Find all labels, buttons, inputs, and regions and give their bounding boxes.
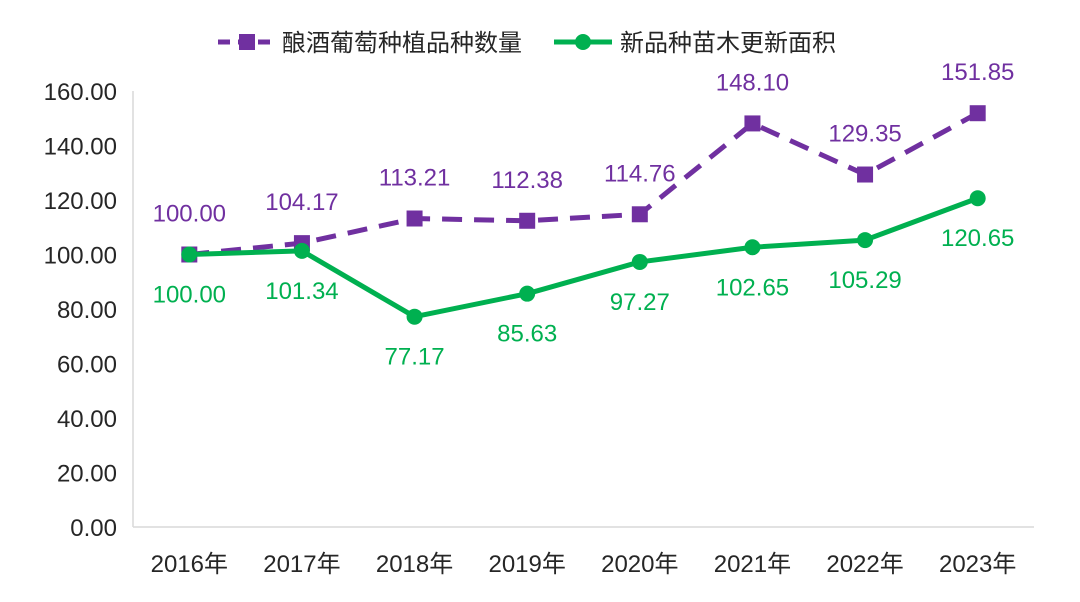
x-tick-label: 2023年 (939, 551, 1016, 578)
legend-label-seedling-area: 新品种苗木更新面积 (620, 29, 836, 57)
data-label-seedling-area: 85.63 (497, 321, 557, 348)
data-label-seedling-area: 101.34 (265, 278, 338, 305)
y-tick-label: 0.00 (70, 515, 117, 542)
data-point-seedling-area (519, 285, 536, 302)
data-label-variety-count: 151.85 (941, 59, 1014, 86)
axes: 0.00 20.00 40.00 60.00 80.00 100.00 120.00 140.… (44, 79, 1034, 578)
data-label-variety-count: 100.00 (153, 201, 226, 228)
data-point-seedling-area (181, 246, 198, 263)
legend-swatch-marker-variety-count (239, 34, 255, 50)
data-point-variety-count (406, 210, 423, 227)
y-tick-label: 140.00 (44, 134, 117, 161)
series-layer (181, 105, 986, 325)
y-tick-label: 120.00 (44, 188, 117, 215)
data-label-seedling-area: 100.00 (153, 282, 226, 309)
legend-swatch-marker-seedling-area (575, 34, 591, 50)
data-point-variety-count (631, 206, 648, 223)
data-label-seedling-area: 105.29 (828, 267, 901, 294)
data-label-variety-count: 113.21 (379, 165, 451, 192)
data-label-variety-count: 104.17 (265, 189, 338, 216)
x-tick-label: 2020年 (601, 551, 678, 578)
data-label-seedling-area: 102.65 (716, 274, 789, 301)
data-point-seedling-area (969, 190, 986, 207)
data-point-seedling-area (293, 242, 310, 259)
y-tick-label: 100.00 (44, 243, 117, 270)
data-label-variety-count: 129.35 (828, 121, 901, 148)
data-point-variety-count (857, 166, 874, 183)
x-tick-label: 2017年 (263, 551, 340, 578)
y-tick-label: 20.00 (57, 461, 117, 488)
x-tick-label: 2018年 (376, 551, 453, 578)
data-label-seedling-area: 97.27 (610, 289, 670, 316)
data-label-variety-count: 148.10 (716, 69, 789, 96)
y-tick-label: 60.00 (57, 352, 117, 379)
legend-label-variety-count: 酿酒葡萄种植品种数量 (282, 29, 522, 57)
x-tick-label: 2019年 (488, 551, 565, 578)
data-point-variety-count (969, 105, 986, 122)
legend: 酿酒葡萄种植品种数量 新品种苗木更新面积 (218, 29, 836, 57)
data-point-seedling-area (744, 239, 761, 256)
x-tick-label: 2022年 (826, 551, 903, 578)
data-labels: 100.00 104.17 113.21 112.38 114.76 148.10 129.… (153, 59, 1015, 371)
series-line-variety-count (189, 111, 979, 257)
series-line-seedling-area (186, 195, 981, 320)
x-tick-label: 2016年 (151, 551, 228, 578)
data-label-variety-count: 112.38 (491, 167, 563, 194)
y-tick-label: 80.00 (57, 297, 117, 324)
y-tick-label: 40.00 (57, 406, 117, 433)
data-label-seedling-area: 120.65 (941, 225, 1014, 252)
data-label-variety-count: 114.76 (604, 160, 676, 187)
data-point-variety-count (744, 115, 761, 132)
data-point-seedling-area (857, 232, 874, 249)
y-tick-label: 160.00 (44, 79, 117, 106)
data-point-variety-count (519, 212, 536, 229)
data-point-seedling-area (406, 308, 423, 325)
data-label-seedling-area: 77.17 (385, 344, 445, 371)
x-tick-label: 2021年 (714, 551, 791, 578)
data-point-seedling-area (631, 253, 648, 270)
